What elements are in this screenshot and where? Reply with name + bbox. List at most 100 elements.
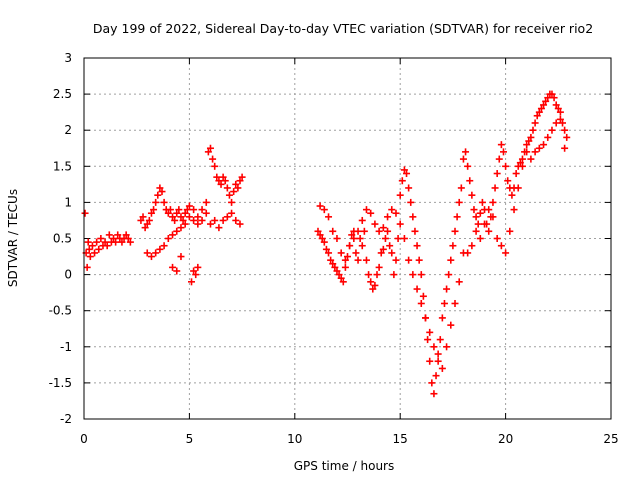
data-point: [417, 271, 425, 279]
data-point: [228, 198, 236, 206]
data-point: [202, 209, 210, 217]
data-point: [485, 227, 493, 235]
data-point: [81, 209, 89, 217]
data-point: [497, 242, 505, 250]
data-point: [177, 224, 185, 232]
data-point: [358, 242, 366, 250]
data-point: [234, 184, 242, 192]
data-point: [436, 336, 444, 344]
gridlines: [84, 58, 611, 419]
data-point: [350, 235, 358, 242]
data-point: [493, 170, 501, 178]
data-point: [354, 227, 362, 235]
data-point: [335, 271, 343, 279]
data-point: [221, 177, 229, 185]
data-point: [381, 235, 389, 242]
data-point: [390, 271, 398, 279]
data-point: [114, 231, 122, 239]
data-point: [384, 227, 392, 235]
data-point: [339, 278, 347, 286]
data-point: [179, 216, 187, 224]
data-point: [409, 213, 417, 221]
data-point: [204, 148, 212, 156]
data-point: [510, 206, 518, 214]
y-tick-label: 3: [64, 51, 72, 65]
x-tick-labels: 0 5 10 15 20 25: [80, 432, 618, 446]
data-point: [392, 256, 400, 264]
data-point: [462, 148, 470, 156]
data-point: [211, 162, 219, 170]
data-point: [548, 126, 556, 134]
data-point: [451, 227, 459, 235]
data-point: [169, 231, 177, 239]
data-point: [118, 238, 126, 246]
data-point: [533, 112, 541, 120]
data-point: [85, 245, 93, 253]
data-point: [447, 321, 455, 329]
x-tick-label: 10: [287, 432, 302, 446]
y-axis-label: SDTVAR / TECUs: [6, 189, 20, 287]
data-point: [358, 216, 366, 224]
data-point: [154, 191, 162, 199]
data-point: [219, 216, 227, 224]
data-point: [563, 133, 571, 141]
y-tick-label: 2: [64, 123, 72, 137]
data-point: [476, 209, 484, 217]
data-point: [512, 170, 520, 178]
data-point: [540, 141, 548, 149]
plot-frame: [83, 57, 612, 420]
data-point: [236, 220, 244, 228]
data-point: [333, 235, 341, 242]
data-point: [169, 213, 177, 221]
data-point: [554, 105, 562, 113]
data-point: [493, 235, 501, 242]
data-point: [424, 336, 432, 344]
data-point: [341, 256, 349, 264]
data-point: [325, 213, 333, 221]
data-point: [225, 191, 233, 199]
data-point: [411, 227, 419, 235]
data-point: [476, 235, 484, 242]
data-point: [354, 256, 362, 264]
data-point: [388, 206, 396, 214]
data-point: [215, 224, 223, 232]
data-point: [447, 256, 455, 264]
data-point: [217, 180, 225, 188]
x-tick-label: 5: [186, 432, 194, 446]
data-point: [86, 253, 94, 261]
data-point: [514, 184, 522, 192]
data-point: [365, 271, 373, 279]
data-point: [337, 249, 345, 257]
data-point: [206, 144, 214, 152]
data-point: [485, 206, 493, 214]
data-point: [228, 209, 236, 217]
data-point: [491, 184, 499, 192]
data-point: [97, 235, 105, 242]
data-point: [379, 224, 387, 232]
data-point: [124, 235, 132, 242]
data-point: [362, 206, 370, 214]
data-point: [122, 231, 130, 239]
data-point: [238, 173, 246, 181]
data-point: [84, 238, 92, 246]
data-point: [183, 206, 191, 214]
data-point: [95, 245, 103, 253]
data-point: [531, 148, 539, 156]
data-point: [474, 220, 482, 228]
data-point: [518, 155, 526, 163]
data-point: [329, 227, 337, 235]
data-point: [352, 249, 360, 257]
data-point: [318, 235, 326, 242]
data-point: [194, 213, 202, 221]
data-point: [192, 271, 200, 279]
data-point: [356, 235, 364, 242]
data-point: [508, 191, 516, 199]
data-point: [333, 267, 341, 275]
data-point: [489, 213, 497, 221]
data-point: [377, 249, 385, 257]
data-point: [506, 227, 514, 235]
data-point: [400, 166, 408, 174]
data-point: [369, 285, 377, 293]
data-point: [103, 242, 111, 250]
